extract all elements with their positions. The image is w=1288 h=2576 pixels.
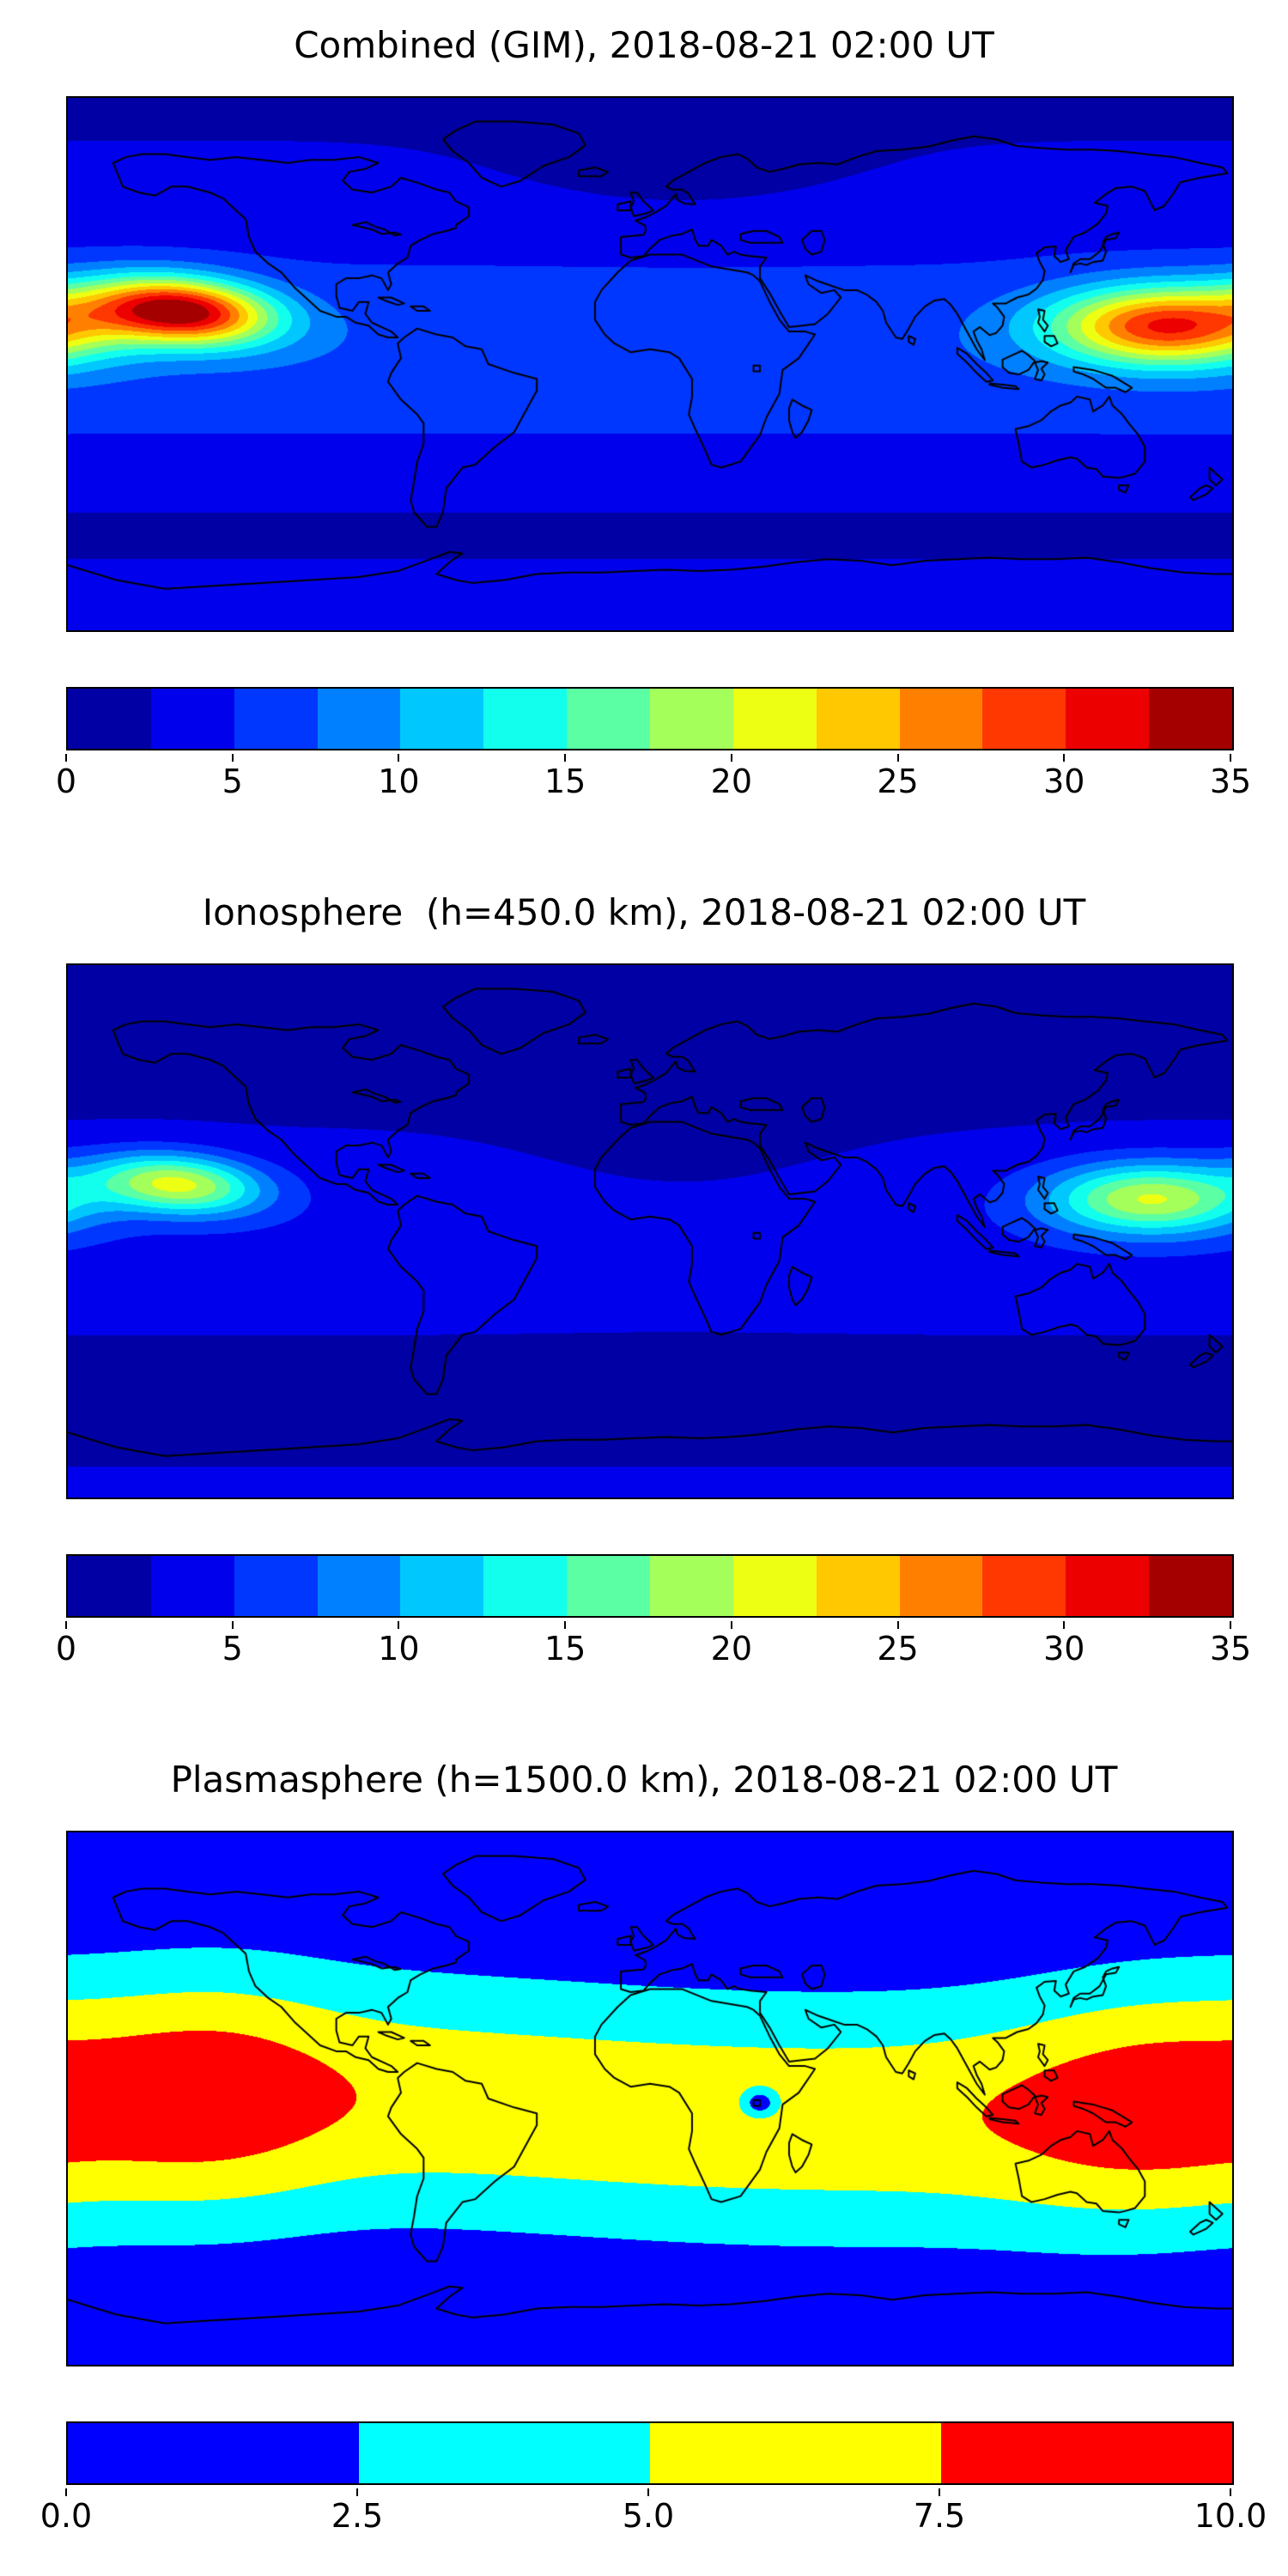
colorbar-tick-mark [896,754,899,762]
colorbar-tick-label: 25 [877,762,919,800]
colorbar-tick-label: 35 [1209,1630,1252,1668]
colorbar-tick-mark [1230,754,1231,762]
colorbar-tick-mark [356,2488,358,2496]
colorbar-tick-label: 0 [55,1630,77,1668]
colorbar-segment [1149,689,1233,749]
colorbar-tick-label: 0 [55,762,77,800]
map-ionosphere [66,963,1234,1499]
panel-ionosphere: Ionosphere (h=450.0 km), 2018-08-21 02:0… [0,867,1288,1709]
colorbar-tick-mark [1063,754,1066,762]
colorbar-tick-mark [65,2488,67,2496]
colorbar-tick-mark [564,1621,567,1629]
colorbar-tick-mark [1230,1621,1231,1629]
colorbar-tick-mark [1230,2488,1231,2496]
colorbar-tick-label: 15 [544,1630,586,1668]
colorbar-tick-label: 30 [1043,762,1085,800]
colorbar-segment [234,1556,318,1616]
colorbar-tick-mark [65,1621,67,1629]
colorbar-segment [1066,689,1150,749]
colorbar-labels-plasmasphere: 0.0 2.5 5.0 7.5 10.0 [40,2488,1267,2540]
colorbar-ionosphere [66,1554,1234,1618]
colorbar-labels-ionosphere: 0 5 10 15 20 25 30 35 [56,1621,1251,1673]
colorbar-segment [982,689,1066,749]
colorbar-segment [567,1556,651,1616]
colorbar-segment [732,689,817,749]
colorbar-segment [359,2423,650,2483]
colorbar-segment [68,2423,359,2483]
colorbar-tick-mark [896,1621,899,1629]
colorbar-segment [650,689,733,749]
panel-combined-gim: Combined (GIM), 2018-08-21 02:00 UT 0 5 10… [0,0,1288,841]
colorbar-segment [899,1556,983,1616]
colorbar-segment [732,1556,817,1616]
colorbar-segment [400,689,484,749]
colorbar-segment [317,689,401,749]
colorbar-tick-label: 5.0 [622,2497,675,2535]
colorbar-plasmasphere [66,2421,1234,2485]
colorbar-segment [650,2423,941,2483]
colorbar-tick-mark [730,754,732,762]
colorbar-segment [150,689,234,749]
colorbar-tick-label: 0.0 [39,2497,93,2535]
colorbar-labels-combined: 0 5 10 15 20 25 30 35 [56,754,1251,805]
colorbar-tick-mark [939,2488,940,2496]
colorbar-segment [317,1556,401,1616]
colorbar-tick-label: 10 [378,762,420,800]
colorbar-tick-label: 5 [222,762,243,800]
map-plasmasphere [66,1831,1234,2366]
colorbar-segment [68,689,151,749]
colorbar-tick-mark [564,754,567,762]
colorbar-segment [816,1556,900,1616]
colorbar-tick-label: 2.5 [331,2497,384,2535]
colorbar-tick-label: 30 [1043,1630,1085,1668]
colorbar-tick-label: 10.0 [1194,2497,1267,2535]
panel-title-combined: Combined (GIM), 2018-08-21 02:00 UT [294,24,994,66]
colorbar-tick-label: 25 [877,1630,919,1668]
colorbar-segment [650,1556,733,1616]
panel-title-ionosphere: Ionosphere (h=450.0 km), 2018-08-21 02:0… [202,891,1086,933]
colorbar-tick-label: 10 [378,1630,420,1668]
colorbar-tick-label: 15 [544,762,586,800]
colorbar-tick-label: 35 [1209,762,1252,800]
colorbar-tick-label: 20 [710,1630,753,1668]
panel-title-plasmasphere: Plasmasphere (h=1500.0 km), 2018-08-21 0… [170,1759,1118,1801]
colorbar-segment [816,689,900,749]
colorbar-segment [400,1556,484,1616]
colorbar-segment [982,1556,1066,1616]
colorbar-segment [483,689,568,749]
colorbar-segment [483,1556,568,1616]
colorbar-segment [150,1556,234,1616]
colorbar-tick-mark [1063,1621,1066,1629]
colorbar-tick-mark [730,1621,732,1629]
colorbar-tick-label: 20 [710,762,753,800]
colorbar-segment [941,2423,1232,2483]
colorbar-tick-mark [65,754,67,762]
colorbar-segment [567,689,651,749]
map-combined-gim [66,96,1234,632]
colorbar-tick-mark [647,2488,649,2496]
colorbar-tick-mark [231,1621,234,1629]
colorbar-combined [66,687,1234,750]
colorbar-tick-mark [231,754,234,762]
colorbar-segment [1149,1556,1233,1616]
colorbar-tick-label: 5 [222,1630,243,1668]
colorbar-segment [899,689,983,749]
colorbar-segment [234,689,318,749]
colorbar-segment [68,1556,151,1616]
colorbar-tick-mark [398,754,400,762]
colorbar-segment [1066,1556,1150,1616]
colorbar-tick-mark [398,1621,400,1629]
panel-plasmasphere: Plasmasphere (h=1500.0 km), 2018-08-21 0… [0,1735,1288,2576]
colorbar-tick-label: 7.5 [913,2497,966,2535]
